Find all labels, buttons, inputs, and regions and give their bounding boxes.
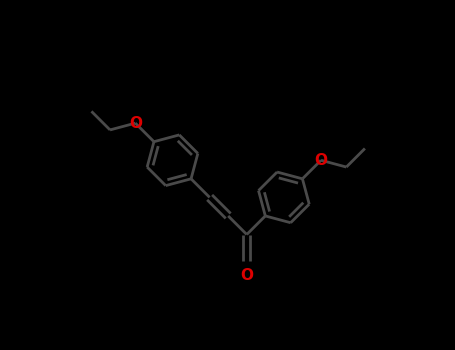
Text: O: O — [314, 153, 328, 168]
Text: O: O — [240, 268, 253, 283]
Text: O: O — [129, 116, 142, 131]
